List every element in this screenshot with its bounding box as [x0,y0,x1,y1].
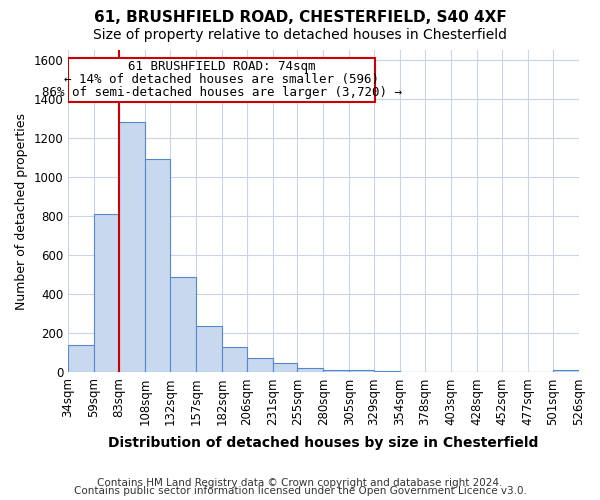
Bar [349,370,374,372]
Bar [272,362,298,372]
FancyBboxPatch shape [68,58,375,102]
Text: ← 14% of detached houses are smaller (596): ← 14% of detached houses are smaller (59… [64,74,379,86]
Text: Contains public sector information licensed under the Open Government Licence v3: Contains public sector information licen… [74,486,526,496]
Bar [298,368,323,372]
Bar [221,347,247,372]
Bar [145,160,170,372]
Y-axis label: Number of detached properties: Number of detached properties [15,112,28,310]
Text: Size of property relative to detached houses in Chesterfield: Size of property relative to detached ho… [93,28,507,42]
Bar [553,370,578,372]
Text: 86% of semi-detached houses are larger (3,720) →: 86% of semi-detached houses are larger (… [41,86,401,100]
Bar [323,370,349,372]
Bar [196,326,221,372]
Text: 61, BRUSHFIELD ROAD, CHESTERFIELD, S40 4XF: 61, BRUSHFIELD ROAD, CHESTERFIELD, S40 4… [94,10,506,25]
Bar [170,276,196,372]
Bar [119,122,145,372]
Bar [68,345,94,372]
Text: Contains HM Land Registry data © Crown copyright and database right 2024.: Contains HM Land Registry data © Crown c… [97,478,503,488]
Bar [94,214,119,372]
Bar [247,358,272,372]
Text: 61 BRUSHFIELD ROAD: 74sqm: 61 BRUSHFIELD ROAD: 74sqm [128,60,316,73]
X-axis label: Distribution of detached houses by size in Chesterfield: Distribution of detached houses by size … [108,436,539,450]
